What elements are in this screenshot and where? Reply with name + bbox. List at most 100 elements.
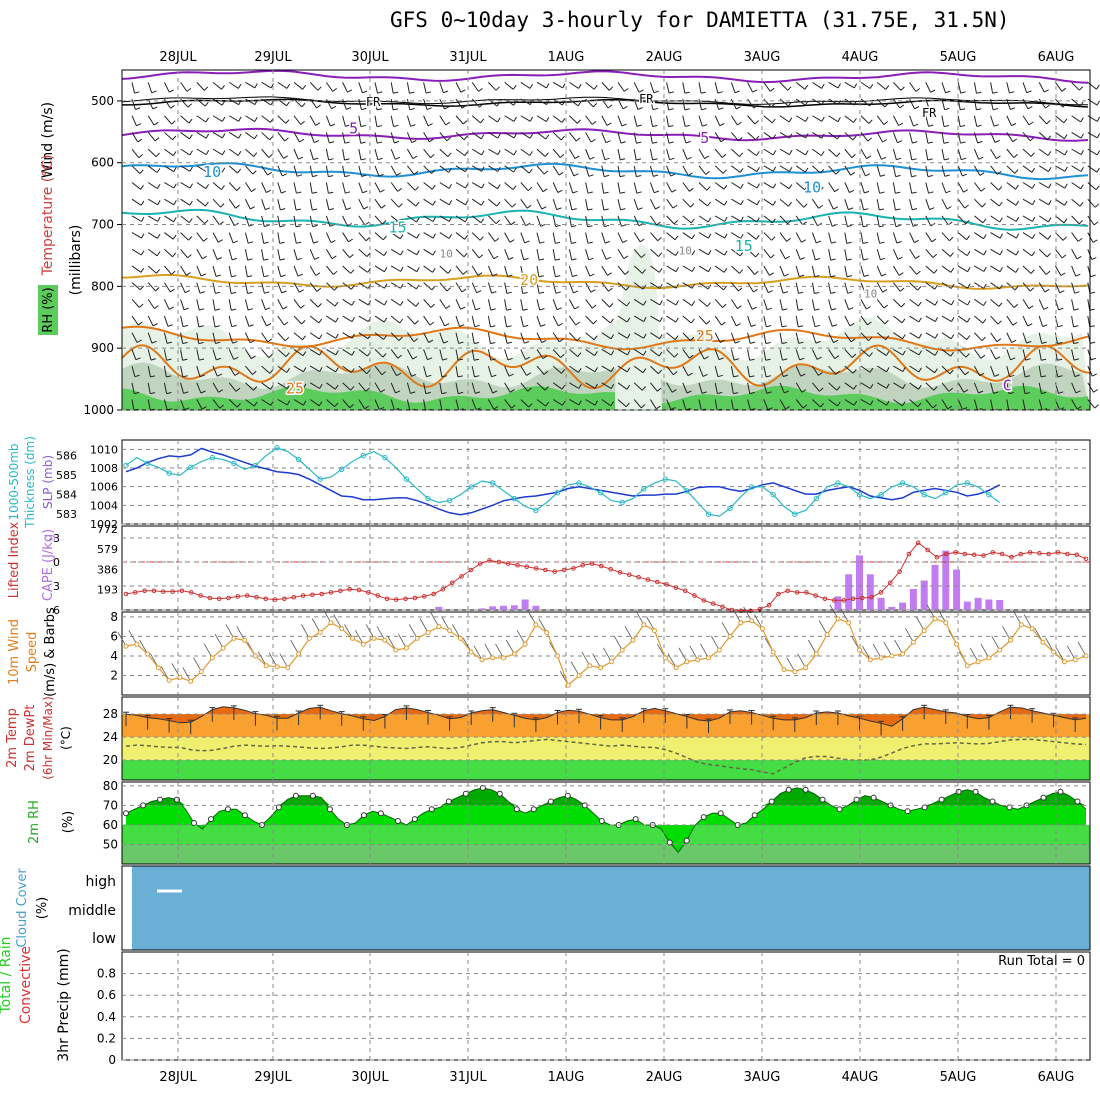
wind-barb <box>520 165 530 174</box>
wind-barb-flag <box>594 351 598 356</box>
wind-barb-flag <box>328 208 334 211</box>
wind-barb <box>309 249 315 260</box>
wind-barb <box>277 399 288 406</box>
wind-barb-flag <box>182 358 188 361</box>
wind-barb <box>471 232 481 241</box>
wind-speed-point <box>598 665 604 671</box>
wind-barb <box>164 248 173 258</box>
wind-barb-flag <box>497 166 501 172</box>
wind-barb <box>682 165 689 176</box>
thickness-point <box>662 476 668 482</box>
wind-barb-flag <box>814 292 820 294</box>
wind-barb <box>212 115 223 122</box>
wind-barb-flag <box>610 366 615 372</box>
wind-barb-flag <box>1028 305 1034 310</box>
surface-wind-barb <box>333 614 343 629</box>
wind-barb-flag <box>189 200 193 206</box>
wind-barb-flag <box>749 358 755 361</box>
wind-barb <box>909 365 920 373</box>
lifted-index-point <box>384 596 390 602</box>
contour-label: 20 <box>520 271 538 289</box>
surface-wind-barb <box>743 606 752 621</box>
wind-barb <box>390 198 400 208</box>
wind-barb <box>698 399 702 411</box>
wind-speed-point <box>145 651 151 657</box>
surface-wind-barb <box>290 639 299 655</box>
wind-barb <box>131 282 141 291</box>
wind-barb-flag <box>522 292 528 294</box>
wind-barb-flag <box>708 233 712 239</box>
wind-barb <box>536 81 547 89</box>
label-cloud-cover: Cloud Cover <box>15 868 30 948</box>
wind-barb-flag <box>928 124 934 127</box>
wind-barb-flag <box>735 106 741 110</box>
rh-point <box>683 837 690 844</box>
wind-speed-point <box>382 637 388 643</box>
wind-barb-flag <box>1045 104 1050 109</box>
wind-barb-flag <box>1061 87 1067 92</box>
surface-wind-barb <box>376 626 386 641</box>
wind-barb-flag <box>203 237 208 242</box>
lifted-index-point <box>841 598 847 603</box>
wind-barb <box>795 365 802 377</box>
wind-barb-flag <box>541 339 547 344</box>
wind-barb <box>649 215 658 226</box>
wind-barb-flag <box>915 88 921 92</box>
surface-wind-barb <box>915 616 925 631</box>
thickness-point <box>425 495 431 502</box>
wind-barb <box>957 248 968 257</box>
wind-barb <box>957 349 967 358</box>
wind-barb <box>1054 315 1059 327</box>
wind-barb-flag <box>247 308 254 311</box>
wind-barb <box>261 199 266 210</box>
wind-barb-flag <box>979 172 985 176</box>
contour-label: 10 <box>440 247 453 260</box>
wind-barb-flag <box>286 383 291 389</box>
wind-barb-flag <box>784 390 790 394</box>
wind-barb-flag <box>300 120 305 125</box>
wind-barb-flag <box>384 283 388 289</box>
surface-wind-barb <box>139 639 148 655</box>
thickness-point <box>144 460 151 467</box>
wind-barb <box>617 399 627 408</box>
wind-barb <box>147 366 151 377</box>
wind-barb-flag <box>801 389 807 393</box>
wind-barb <box>406 148 414 159</box>
wind-barb <box>812 148 822 157</box>
lifted-index-point <box>366 590 371 595</box>
thickness-point <box>748 484 755 490</box>
wind-barb-flag <box>603 174 610 178</box>
wind-barb <box>779 215 788 225</box>
wind-barb <box>747 132 757 141</box>
wind-barb <box>633 365 644 374</box>
wind-barb <box>731 148 740 157</box>
wind-barb <box>228 165 238 174</box>
wind-barb-flag <box>303 383 307 389</box>
wind-barb <box>779 249 786 260</box>
wind-barb <box>390 332 400 341</box>
label-cloud-unit: (%) <box>35 897 50 920</box>
wind-barb <box>439 332 444 344</box>
cloud-level-label: high <box>85 874 116 890</box>
wind-barb <box>488 115 498 123</box>
wind-barb <box>682 215 692 224</box>
label-2m-temp: 2m Temp <box>5 708 20 768</box>
wind-barb <box>601 315 611 324</box>
wind-barb-flag <box>965 353 970 358</box>
wind-barb-flag <box>993 391 999 394</box>
wind-barb <box>228 81 239 89</box>
wind-barb-flag <box>901 401 906 407</box>
wind-barb <box>569 332 578 342</box>
wind-barb-flag <box>540 324 546 327</box>
wind-barb-flag <box>156 183 161 189</box>
wind-barb <box>698 232 709 239</box>
wind-barb <box>439 182 450 189</box>
wind-barb-flag <box>283 155 288 159</box>
wind-barb <box>326 265 334 275</box>
surface-wind-barb <box>1077 641 1087 657</box>
wind-barb <box>1087 98 1098 106</box>
wind-barb-flag <box>198 342 204 345</box>
wind-barb <box>325 215 331 227</box>
wind-barb <box>666 165 672 177</box>
wind-barb <box>569 349 579 357</box>
